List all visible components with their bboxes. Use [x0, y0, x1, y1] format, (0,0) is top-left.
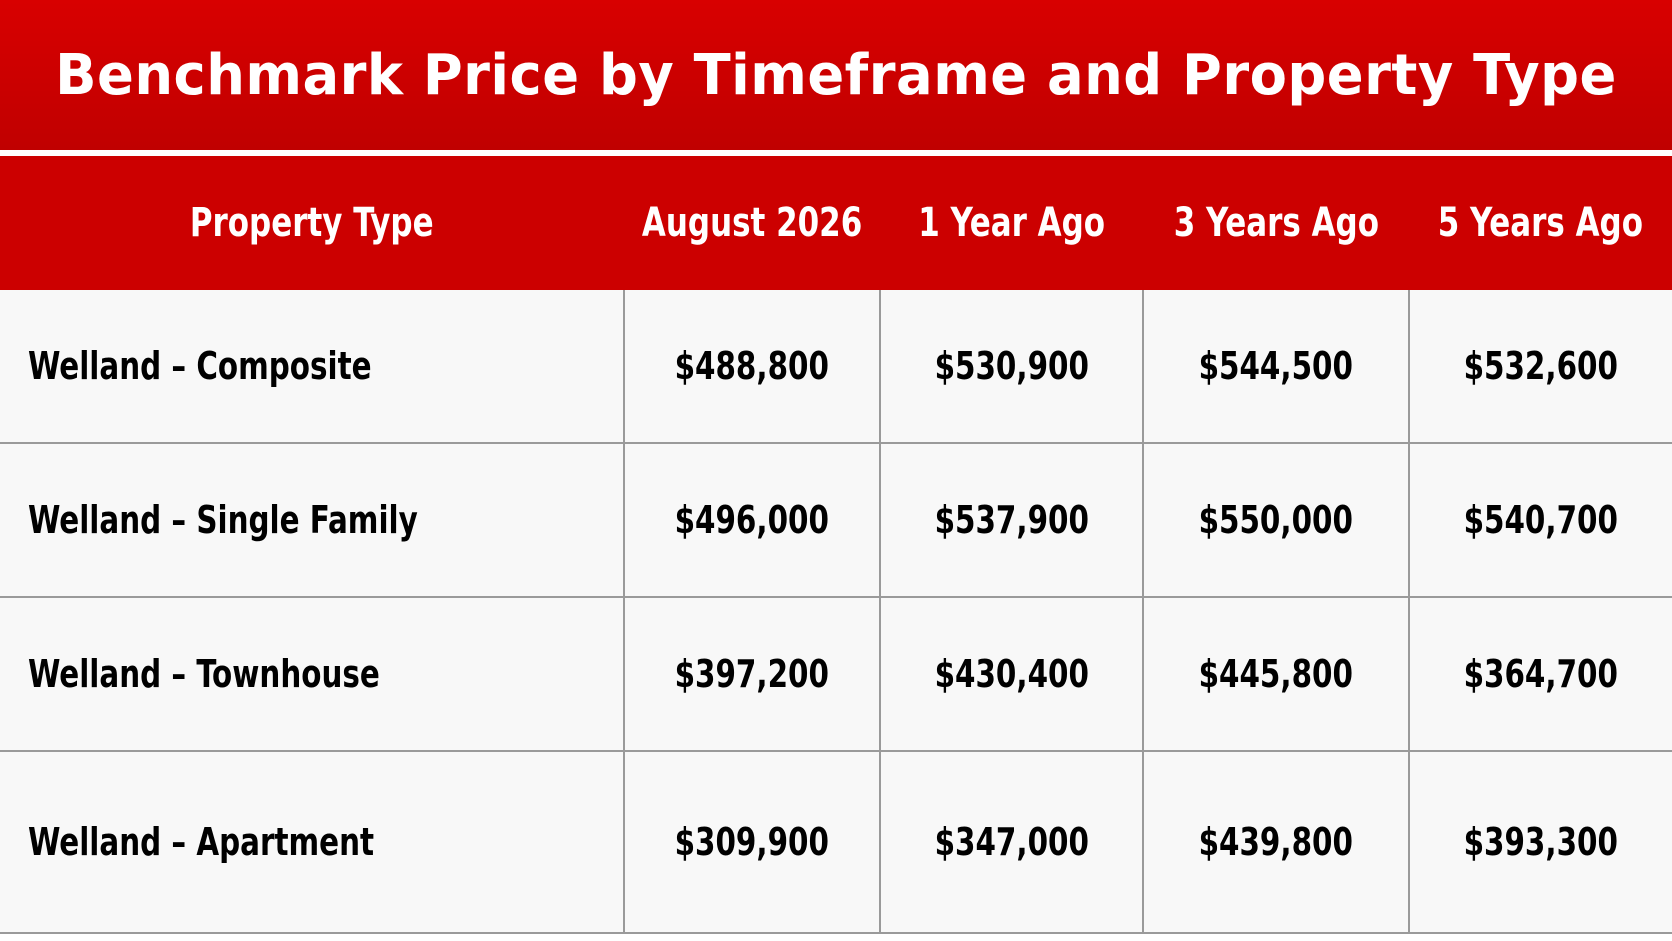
price-table: Property Type August 2026 1 Year Ago 3 Y… [0, 156, 1672, 934]
price-cell: $309,900 [623, 750, 881, 934]
price-value: $445,800 [1198, 652, 1354, 696]
table-row: Welland – Single Family $496,000 $537,90… [0, 442, 1672, 598]
price-value: $532,600 [1463, 344, 1619, 388]
price-value: $537,900 [934, 498, 1089, 542]
row-label: Welland – Apartment [28, 820, 375, 864]
row-label: Welland – Composite [28, 344, 372, 388]
price-value: $496,000 [674, 498, 830, 542]
page-title: Benchmark Price by Timeframe and Propert… [55, 42, 1617, 108]
row-label-cell: Welland – Townhouse [0, 596, 625, 752]
price-cell: $532,600 [1408, 290, 1672, 444]
header-row: Property Type August 2026 1 Year Ago 3 Y… [0, 156, 1672, 290]
price-cell: $544,500 [1142, 290, 1410, 444]
price-value: $530,900 [934, 344, 1089, 388]
table-row: Welland – Townhouse $397,200 $430,400 $4… [0, 596, 1672, 752]
price-value: $347,000 [934, 820, 1089, 864]
title-banner: Benchmark Price by Timeframe and Propert… [0, 0, 1672, 150]
price-cell: $550,000 [1142, 442, 1410, 598]
price-value: $309,900 [674, 820, 830, 864]
column-header-label: 1 Year Ago [918, 200, 1105, 246]
title-divider [0, 150, 1672, 156]
column-header-label: August 2026 [641, 200, 863, 246]
price-value: $550,000 [1198, 498, 1354, 542]
price-cell: $430,400 [879, 596, 1144, 752]
column-header-property-type: Property Type [0, 156, 624, 290]
price-value: $540,700 [1463, 498, 1619, 542]
price-cell: $530,900 [879, 290, 1144, 444]
price-value: $544,500 [1198, 344, 1354, 388]
price-cell: $540,700 [1408, 442, 1672, 598]
price-cell: $488,800 [623, 290, 881, 444]
column-header-label: 3 Years Ago [1173, 200, 1379, 246]
price-value: $397,200 [674, 652, 830, 696]
table-body: Welland – Composite $488,800 $530,900 $5… [0, 290, 1672, 934]
price-value: $430,400 [934, 652, 1089, 696]
price-cell: $347,000 [879, 750, 1144, 934]
column-header-1-year-ago: 1 Year Ago [880, 156, 1143, 290]
row-label: Welland – Townhouse [28, 652, 380, 696]
column-header-5-years-ago: 5 Years Ago [1409, 156, 1672, 290]
column-header-label: Property Type [190, 200, 434, 246]
price-value: $488,800 [674, 344, 830, 388]
price-cell: $537,900 [879, 442, 1144, 598]
price-cell: $397,200 [623, 596, 881, 752]
table-row: Welland – Apartment $309,900 $347,000 $4… [0, 750, 1672, 934]
price-cell: $445,800 [1142, 596, 1410, 752]
price-value: $439,800 [1198, 820, 1354, 864]
table-header: Property Type August 2026 1 Year Ago 3 Y… [0, 156, 1672, 290]
row-label-cell: Welland – Single Family [0, 442, 625, 598]
column-header-label: 5 Years Ago [1437, 200, 1644, 246]
price-cell: $496,000 [623, 442, 881, 598]
price-cell: $393,300 [1408, 750, 1672, 934]
row-label: Welland – Single Family [28, 498, 418, 542]
row-label-cell: Welland – Composite [0, 290, 625, 444]
row-label-cell: Welland – Apartment [0, 750, 625, 934]
column-header-3-years-ago: 3 Years Ago [1143, 156, 1409, 290]
price-value: $393,300 [1463, 820, 1619, 864]
table-row: Welland – Composite $488,800 $530,900 $5… [0, 290, 1672, 444]
price-cell: $364,700 [1408, 596, 1672, 752]
price-cell: $439,800 [1142, 750, 1410, 934]
price-value: $364,700 [1463, 652, 1619, 696]
column-header-august-2026: August 2026 [624, 156, 880, 290]
